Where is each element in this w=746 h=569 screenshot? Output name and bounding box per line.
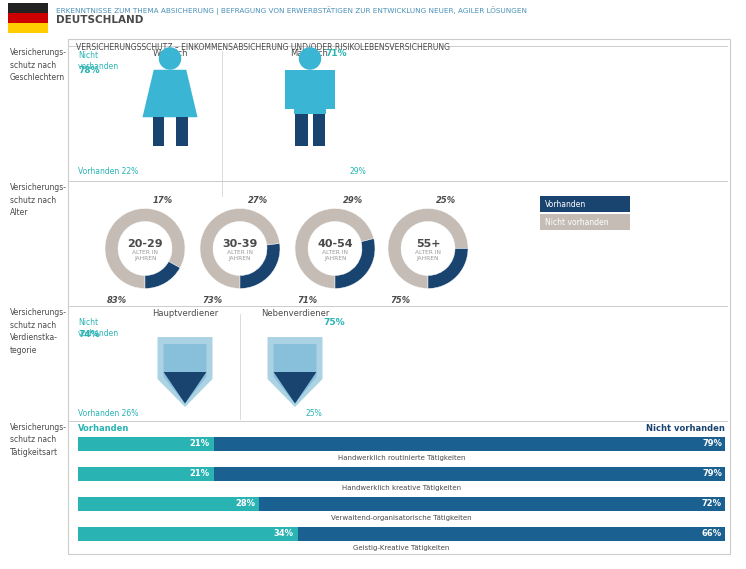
- Text: Nicht
vorhanden: Nicht vorhanden: [78, 318, 119, 338]
- Wedge shape: [428, 249, 468, 288]
- FancyBboxPatch shape: [214, 467, 725, 481]
- Text: 78%: 78%: [78, 66, 100, 75]
- Circle shape: [298, 47, 322, 70]
- Text: 21%: 21%: [189, 469, 210, 479]
- Polygon shape: [176, 117, 187, 146]
- FancyBboxPatch shape: [78, 527, 298, 541]
- Text: 29%: 29%: [350, 167, 367, 175]
- FancyBboxPatch shape: [78, 467, 214, 481]
- Text: 75%: 75%: [323, 318, 345, 327]
- Text: ALTER IN
JAHREN: ALTER IN JAHREN: [227, 250, 253, 261]
- Polygon shape: [268, 337, 322, 407]
- Text: Vorhanden 22%: Vorhanden 22%: [78, 167, 138, 175]
- FancyBboxPatch shape: [78, 497, 259, 511]
- Polygon shape: [294, 70, 326, 113]
- Text: 73%: 73%: [202, 295, 222, 304]
- Text: Vorhanden: Vorhanden: [545, 200, 586, 208]
- FancyBboxPatch shape: [540, 196, 630, 212]
- Text: 25%: 25%: [436, 196, 456, 204]
- FancyBboxPatch shape: [8, 23, 48, 33]
- Text: ERKENNTNISSE ZUM THEMA ABSICHERUNG | BEFRAGUNG VON ERWERBSTÄTIGEN ZUR ENTWICKLUN: ERKENNTNISSE ZUM THEMA ABSICHERUNG | BEF…: [56, 6, 527, 15]
- Text: DEUTSCHLAND: DEUTSCHLAND: [56, 15, 143, 25]
- Text: Versicherungs-
schutz nach
Verdienstka-
tegorie: Versicherungs- schutz nach Verdienstka- …: [10, 308, 67, 354]
- FancyBboxPatch shape: [68, 39, 730, 554]
- Polygon shape: [285, 70, 294, 109]
- Text: Nicht vorhanden: Nicht vorhanden: [646, 424, 725, 433]
- Text: 75%: 75%: [390, 295, 410, 304]
- Text: Hauptverdiener: Hauptverdiener: [152, 309, 218, 318]
- FancyBboxPatch shape: [214, 437, 725, 451]
- Text: Versicherungs-
schutz nach
Geschlechtern: Versicherungs- schutz nach Geschlechtern: [10, 48, 67, 82]
- Polygon shape: [326, 70, 335, 109]
- Text: Versicherungs-
schutz nach
Alter: Versicherungs- schutz nach Alter: [10, 183, 67, 217]
- Text: 20-29: 20-29: [127, 238, 163, 249]
- Text: 30-39: 30-39: [222, 238, 257, 249]
- Text: Versicherungs-
schutz nach
Tätigkeitsart: Versicherungs- schutz nach Tätigkeitsart: [10, 423, 67, 457]
- Text: 83%: 83%: [107, 295, 127, 304]
- Text: 34%: 34%: [274, 530, 294, 538]
- FancyBboxPatch shape: [298, 527, 725, 541]
- Text: Handwerklich routinierte Tätigkeiten: Handwerklich routinierte Tätigkeiten: [338, 455, 466, 461]
- Wedge shape: [335, 238, 375, 288]
- Text: ALTER IN
JAHREN: ALTER IN JAHREN: [132, 250, 158, 261]
- Text: 74%: 74%: [78, 330, 100, 339]
- Text: 71%: 71%: [297, 295, 317, 304]
- Wedge shape: [388, 208, 468, 288]
- Text: Handwerklich kreative Tätigkeiten: Handwerklich kreative Tätigkeiten: [342, 485, 461, 491]
- Text: 27%: 27%: [248, 196, 268, 204]
- Polygon shape: [295, 113, 307, 146]
- FancyBboxPatch shape: [78, 437, 214, 451]
- Text: Geistig-Kreative Tätigkeiten: Geistig-Kreative Tätigkeiten: [354, 545, 450, 551]
- Polygon shape: [274, 372, 316, 403]
- Text: 55+: 55+: [416, 238, 440, 249]
- Text: 29%: 29%: [343, 196, 363, 204]
- Text: 40-54: 40-54: [317, 238, 353, 249]
- Text: 79%: 79%: [702, 439, 722, 448]
- Text: Vorhanden 26%: Vorhanden 26%: [78, 409, 138, 418]
- Wedge shape: [145, 262, 180, 288]
- Polygon shape: [157, 337, 213, 407]
- Text: 28%: 28%: [235, 500, 255, 509]
- Circle shape: [159, 47, 181, 70]
- Text: 66%: 66%: [702, 530, 722, 538]
- Wedge shape: [295, 208, 374, 288]
- FancyBboxPatch shape: [8, 13, 48, 23]
- Text: 72%: 72%: [702, 500, 722, 509]
- Wedge shape: [105, 208, 185, 288]
- Polygon shape: [274, 344, 316, 403]
- Text: 25%: 25%: [305, 409, 322, 418]
- Text: Nicht vorhanden: Nicht vorhanden: [545, 217, 609, 226]
- Text: Weiblich: Weiblich: [152, 49, 188, 58]
- Text: Männlich: Männlich: [290, 49, 328, 58]
- Polygon shape: [163, 372, 207, 403]
- Polygon shape: [163, 344, 207, 403]
- Polygon shape: [142, 70, 198, 117]
- Text: 21%: 21%: [189, 439, 210, 448]
- Text: Nicht
vorhanden: Nicht vorhanden: [78, 51, 119, 71]
- Text: Nebenverdiener: Nebenverdiener: [261, 309, 329, 318]
- Wedge shape: [240, 244, 280, 288]
- Text: 79%: 79%: [702, 469, 722, 479]
- Text: ALTER IN
JAHREN: ALTER IN JAHREN: [415, 250, 441, 261]
- Polygon shape: [152, 117, 164, 146]
- Polygon shape: [313, 113, 325, 146]
- FancyBboxPatch shape: [259, 497, 725, 511]
- FancyBboxPatch shape: [8, 3, 48, 13]
- Text: Vorhanden: Vorhanden: [78, 424, 129, 433]
- FancyBboxPatch shape: [540, 214, 630, 230]
- Text: 71%: 71%: [325, 49, 347, 58]
- Text: VERSICHERUNGSSCHUTZ – EINKOMMENSABSICHERUNG UND/ODER RISIKOLEBENSVERSICHERUNG: VERSICHERUNGSSCHUTZ – EINKOMMENSABSICHER…: [76, 42, 450, 51]
- Wedge shape: [200, 208, 280, 288]
- Text: 17%: 17%: [153, 196, 173, 204]
- Text: ALTER IN
JAHREN: ALTER IN JAHREN: [322, 250, 348, 261]
- Text: Verwaltend-organisatorische Tätigkeiten: Verwaltend-organisatorische Tätigkeiten: [331, 515, 471, 521]
